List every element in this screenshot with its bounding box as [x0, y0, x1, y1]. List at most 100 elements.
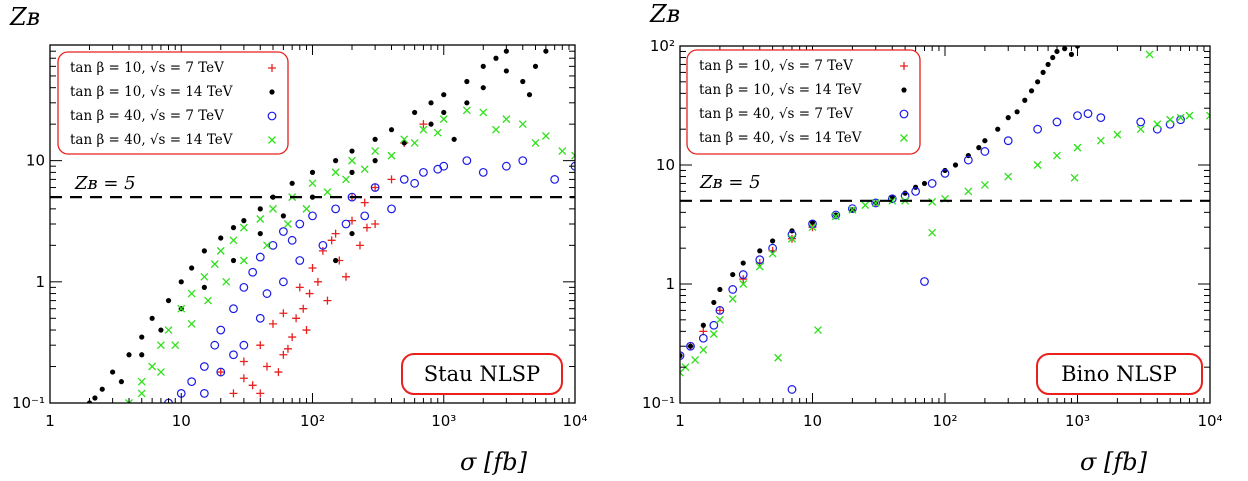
x-axis-title: σ [fb] — [1080, 448, 1148, 476]
legend-marker — [899, 109, 909, 119]
data-point — [831, 210, 841, 220]
data-point — [739, 275, 748, 284]
data-point — [543, 48, 549, 54]
data-point — [995, 126, 1001, 132]
data-point — [709, 330, 718, 338]
legend-marker — [267, 111, 277, 121]
data-point — [199, 362, 209, 371]
data-point — [809, 219, 816, 225]
legend-entry: tan β = 40, √s = 14 TeV — [70, 132, 233, 148]
data-point — [305, 289, 314, 298]
data-point — [199, 389, 209, 398]
data-point — [1045, 61, 1051, 68]
legend-entry: tan β = 40, √s = 7 TeV — [699, 106, 853, 122]
data-point — [451, 136, 457, 142]
data-point — [323, 296, 332, 305]
series-3 — [164, 156, 575, 403]
data-point — [372, 136, 378, 142]
data-point — [550, 175, 560, 184]
data-point — [283, 344, 292, 353]
data-point — [768, 249, 777, 258]
data-point — [980, 147, 990, 156]
legend-frame — [57, 51, 289, 155]
annotation-box: Stau NLSP — [401, 353, 563, 395]
data-point — [216, 367, 226, 377]
data-point — [239, 357, 248, 366]
data-point — [302, 204, 311, 213]
data-point — [216, 246, 225, 255]
data-point — [165, 297, 172, 304]
data-point — [239, 282, 249, 292]
data-point — [355, 241, 364, 250]
data-point — [520, 78, 526, 85]
data-point — [503, 48, 509, 54]
data-point — [370, 183, 380, 192]
x-tick-label: 10⁴ — [1197, 412, 1222, 430]
legend-marker — [901, 87, 907, 93]
data-point — [278, 227, 288, 236]
data-point — [1113, 130, 1122, 139]
data-point — [216, 368, 225, 377]
data-point — [308, 211, 317, 221]
data-point — [295, 283, 304, 292]
y-tick-label: 10⁻¹ — [12, 394, 45, 412]
data-point — [833, 212, 839, 218]
data-point — [755, 255, 765, 265]
data-point — [1176, 115, 1186, 125]
data-point — [1096, 113, 1106, 123]
data-point — [728, 285, 738, 294]
data-point — [1068, 51, 1075, 57]
data-point — [433, 128, 442, 137]
y-tick-label: 10⁻¹ — [642, 394, 675, 412]
data-point — [888, 196, 897, 205]
data-point — [401, 140, 407, 146]
data-point — [158, 327, 164, 333]
data-points — [86, 48, 575, 403]
data-point — [920, 277, 929, 286]
data-point — [861, 201, 870, 210]
data-point — [502, 115, 511, 124]
data-point — [333, 158, 339, 164]
y-tick-label: 10 — [656, 156, 675, 174]
data-point — [110, 369, 116, 375]
data-point — [410, 138, 419, 147]
data-point — [210, 260, 219, 269]
data-point — [263, 241, 271, 250]
data-point — [210, 340, 220, 350]
data-point — [229, 350, 238, 360]
data-point — [738, 270, 748, 279]
data-point — [327, 236, 336, 245]
data-point — [229, 389, 238, 398]
data-point — [1053, 151, 1061, 160]
data-point — [492, 125, 500, 134]
data-point — [715, 306, 725, 315]
data-point — [99, 386, 105, 392]
data-point — [229, 304, 238, 314]
data-point — [177, 304, 186, 313]
legend-marker — [268, 64, 276, 72]
reference-line-label: Zʙ = 5 — [699, 172, 761, 193]
data-point — [711, 299, 717, 306]
data-point — [362, 223, 371, 232]
data-point — [1145, 50, 1154, 59]
data-point — [715, 306, 724, 315]
data-point — [768, 243, 778, 253]
data-point — [501, 161, 511, 171]
data-point — [1033, 124, 1043, 134]
series-1 — [216, 120, 428, 398]
data-point — [774, 353, 783, 362]
x-axis-title: σ [fb] — [460, 448, 528, 476]
data-point — [341, 219, 351, 229]
data-point — [137, 389, 146, 398]
data-point — [871, 198, 880, 207]
data-point — [248, 381, 257, 390]
data-point — [1176, 113, 1185, 122]
data-point — [288, 333, 297, 342]
y-axis: 10⁻¹ 1 10 10² — [642, 37, 1210, 412]
legend-marker — [900, 62, 908, 70]
data-point — [289, 180, 295, 186]
data-point — [1004, 172, 1013, 181]
data-point — [571, 151, 575, 160]
data-point — [480, 85, 486, 91]
